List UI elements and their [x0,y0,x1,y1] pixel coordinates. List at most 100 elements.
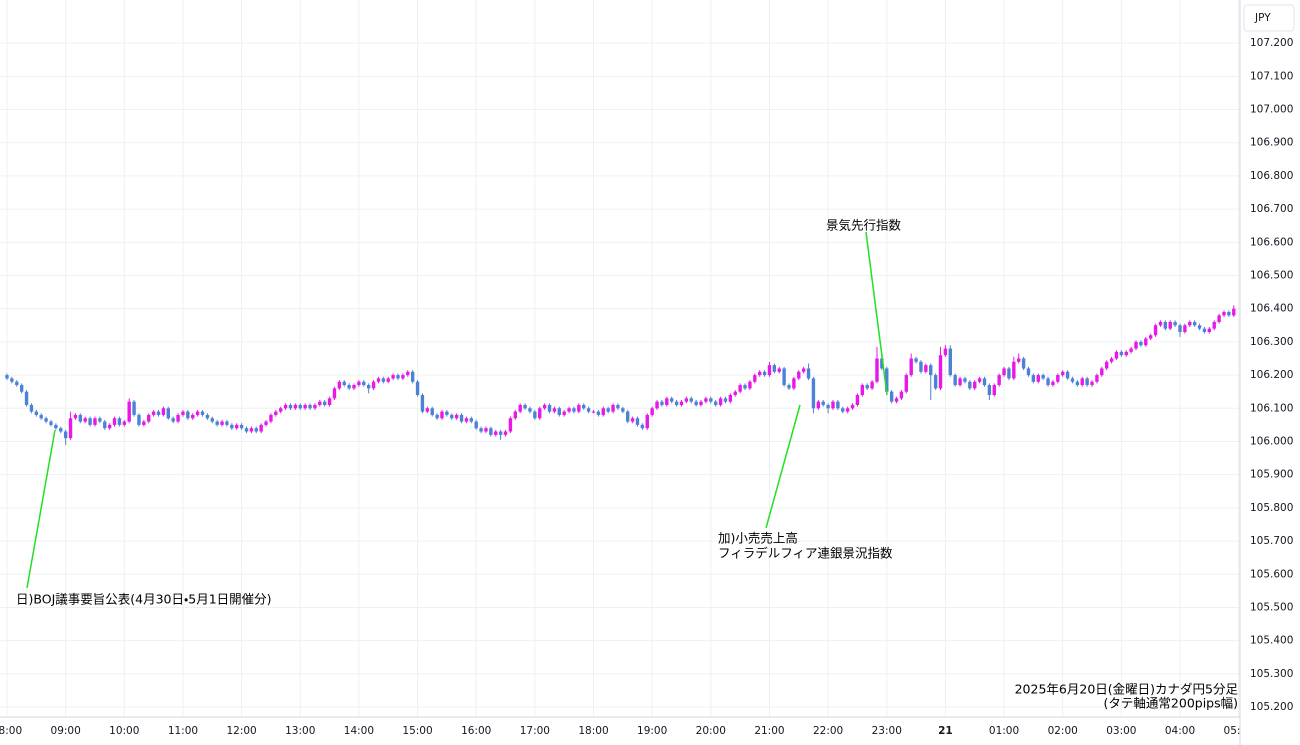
candle-body [254,428,258,432]
candle [1188,320,1192,327]
candle [1046,376,1050,387]
candle [816,399,821,410]
y-tick-label: 106.000 [1250,435,1293,447]
candle-body [498,431,503,435]
candle [259,423,263,434]
annotation: 日)BOJ議事要旨公表(4月30日・5月1日開催分) [16,592,272,607]
candle [689,396,693,404]
candle [459,413,464,424]
candle [733,390,737,397]
candle-body [279,408,283,412]
candle [963,376,967,384]
y-tick-label: 105.200 [1250,701,1293,713]
x-tick-label: 14:00 [344,725,374,737]
candle-body [1168,321,1172,329]
candle-body [112,418,117,425]
candle-body [366,385,371,389]
candle-body [88,418,92,425]
candle [1129,346,1133,354]
candle [1202,326,1207,334]
candle [635,416,640,427]
candle [982,376,987,387]
candle [249,426,254,434]
candle [1173,320,1177,327]
candle [1222,310,1226,318]
candle [322,399,327,407]
candle [156,409,161,417]
candle-body [992,385,996,396]
candle [679,399,684,407]
candle-body [239,424,244,429]
candle-body [1202,328,1207,332]
candle-body [816,401,821,409]
candle-body [762,371,767,376]
candle-body [1173,321,1177,326]
candle-body [601,408,605,415]
y-tick-label: 106.300 [1250,336,1293,348]
candle [518,403,522,414]
candle [479,426,483,434]
candle [445,409,449,417]
candle-body [1129,348,1133,352]
candle-body [626,411,630,422]
candle [616,403,620,410]
candle [220,419,224,427]
candle [366,383,371,394]
candle-body [396,375,400,379]
candle [1114,350,1119,361]
candle [1017,353,1021,364]
candle-body [577,404,581,412]
candle [762,370,767,377]
candle [865,383,869,391]
candle [161,406,166,417]
candle-body [244,428,249,432]
candle [875,346,879,384]
candle-body [54,424,58,429]
candle-body [318,401,322,405]
candle-body [533,411,537,419]
candle-body [621,408,625,412]
candle-body [1085,378,1089,386]
candle [264,419,268,427]
candle-body [635,418,640,425]
candle-body [122,421,126,425]
candle [528,406,532,414]
candle [987,383,992,400]
candle-body [709,398,713,402]
candle [850,403,855,410]
candle [806,363,811,381]
candle [1095,373,1099,384]
candle-body [503,431,508,435]
candle-body [528,408,532,412]
candle [186,409,190,420]
y-tick-label: 106.900 [1250,137,1293,149]
candle [904,373,908,394]
candle [1026,366,1031,377]
x-tick-label: 19:00 [637,725,667,737]
candle [303,403,307,410]
candle-body [670,398,674,402]
y-tick-label: 105.400 [1250,635,1293,647]
candle [59,426,63,434]
candle [606,406,610,414]
candle [484,426,488,434]
candle [1104,360,1109,371]
candle [386,376,390,384]
y-tick-label: 105.600 [1250,568,1293,580]
candle-body [777,368,781,372]
candle [1153,323,1158,337]
candle-body [899,391,904,399]
candle-body [938,355,943,389]
candle-body [420,395,425,412]
candle-body [181,411,185,415]
candle-body [151,411,156,415]
candle [279,406,283,414]
candle [924,363,928,374]
candle-body [1134,341,1138,349]
candle-body [650,408,654,415]
candle [709,396,713,404]
candle-body [801,368,806,372]
candle-body [518,404,522,412]
currency-box [1243,4,1295,32]
